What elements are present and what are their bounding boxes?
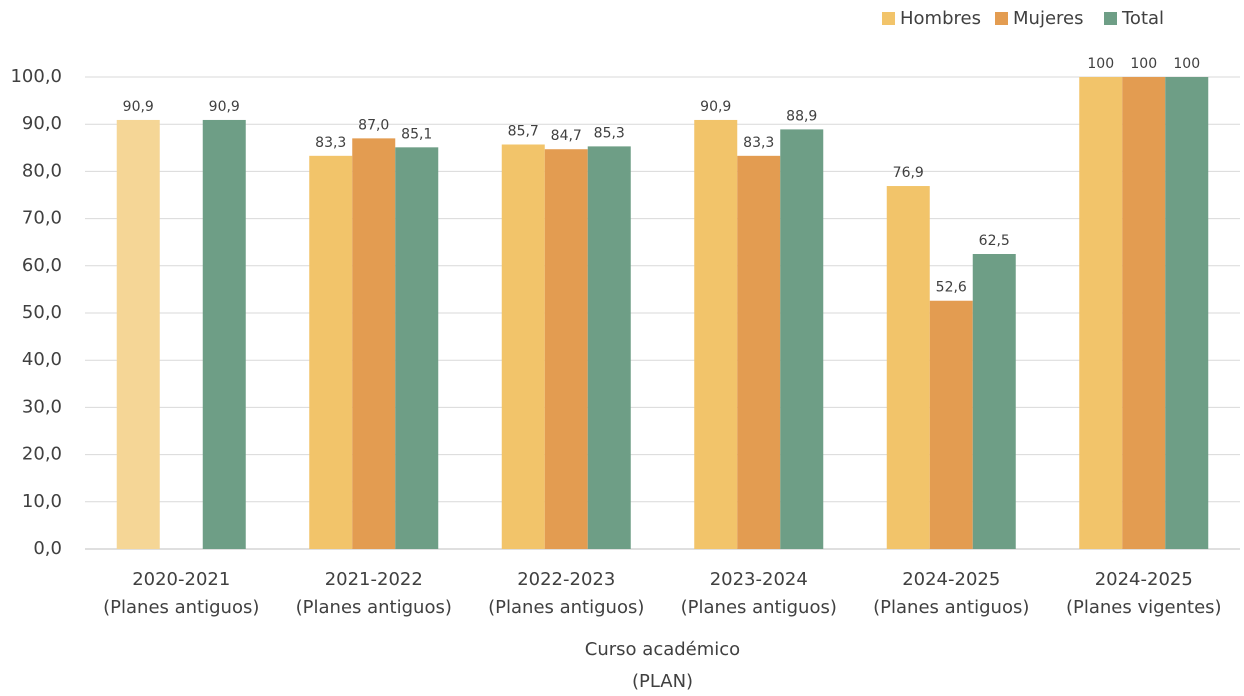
x-tick-label: 2024-2025 [1095, 569, 1193, 590]
y-tick-label: 50,0 [22, 302, 62, 323]
x-tick-label: 2023-2024 [710, 569, 808, 590]
y-tick-label: 90,0 [22, 113, 62, 134]
bar [395, 147, 439, 549]
x-axis-title: Curso académico [585, 639, 740, 660]
legend-label: Hombres [900, 8, 981, 29]
value-label: 85,3 [594, 125, 625, 141]
bar [972, 254, 1016, 549]
bar [737, 155, 781, 549]
y-tick-label: 30,0 [22, 396, 62, 417]
bar [1079, 77, 1123, 549]
legend-swatch [1104, 12, 1117, 25]
y-tick-label: 60,0 [22, 255, 62, 276]
x-tick-label: 2020-2021 [132, 569, 230, 590]
value-label: 84,7 [551, 128, 582, 144]
value-label: 76,9 [893, 165, 924, 181]
bar [886, 186, 930, 550]
y-tick-label: 20,0 [22, 444, 62, 465]
x-tick-label: (Planes antiguos) [488, 597, 644, 618]
x-axis-title: (PLAN) [632, 671, 693, 692]
value-label: 52,6 [936, 280, 967, 296]
value-label: 83,3 [743, 135, 774, 151]
value-label: 90,9 [700, 99, 731, 115]
x-tick-label: 2022-2023 [517, 569, 615, 590]
x-tick-label: (Planes antiguos) [103, 597, 259, 618]
value-label: 62,5 [979, 233, 1010, 249]
y-tick-label: 10,0 [22, 491, 62, 512]
bar [587, 146, 631, 549]
x-tick-label: (Planes antiguos) [873, 597, 1029, 618]
legend-swatch [995, 12, 1008, 25]
x-tick-label: (Planes vigentes) [1066, 597, 1222, 618]
value-label: 100 [1130, 56, 1157, 72]
value-label: 90,9 [209, 99, 240, 115]
y-tick-label: 40,0 [22, 349, 62, 370]
value-label: 90,9 [123, 99, 154, 115]
bar [352, 138, 396, 550]
legend-swatch [882, 12, 895, 25]
bar [780, 129, 824, 549]
value-label: 83,3 [315, 135, 346, 151]
bar [544, 149, 588, 549]
bar [1122, 77, 1166, 549]
value-label: 100 [1173, 56, 1200, 72]
value-label: 100 [1087, 56, 1114, 72]
value-label: 85,1 [401, 126, 432, 142]
value-label: 88,9 [786, 108, 817, 124]
y-tick-label: 0,0 [33, 538, 62, 559]
x-tick-label: 2021-2022 [325, 569, 423, 590]
y-tick-label: 80,0 [22, 160, 62, 181]
value-label: 85,7 [508, 123, 539, 139]
value-label: 87,0 [358, 117, 389, 133]
x-tick-label: (Planes antiguos) [296, 597, 452, 618]
bar [202, 119, 246, 550]
y-tick-label: 100,0 [10, 66, 62, 87]
bar [1165, 77, 1209, 549]
bar [501, 144, 545, 549]
bar [309, 155, 353, 549]
bar [116, 119, 160, 550]
legend-label: Mujeres [1013, 8, 1083, 29]
bar [929, 300, 973, 549]
legend-label: Total [1121, 8, 1164, 29]
y-tick-label: 70,0 [22, 208, 62, 229]
bar [694, 119, 738, 550]
x-tick-label: 2024-2025 [902, 569, 1000, 590]
x-tick-label: (Planes antiguos) [681, 597, 837, 618]
